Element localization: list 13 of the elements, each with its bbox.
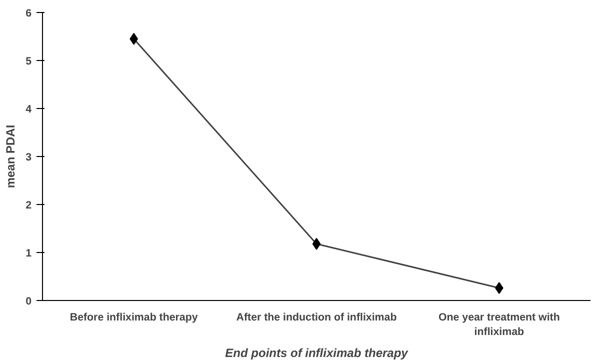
y-axis-title: mean PDAI xyxy=(4,124,18,188)
y-tick-label: 1 xyxy=(26,248,32,260)
point xyxy=(312,238,321,250)
x-tick-label: Before infliximab therapy xyxy=(70,312,198,324)
y-tick-label: 3 xyxy=(26,152,32,164)
y-tick-label: 0 xyxy=(26,296,32,308)
y-tick-label: 6 xyxy=(26,8,32,20)
y-tick-label: 5 xyxy=(26,56,32,68)
y-tick-label: 4 xyxy=(26,104,32,116)
x-tick-label: One year treatment with infliximab xyxy=(438,312,560,338)
x-tick-label: After the induction of infliximab xyxy=(236,312,398,324)
y-tick-label: 2 xyxy=(26,200,32,212)
x-axis-title: End points of infliximab therapy xyxy=(225,346,410,360)
